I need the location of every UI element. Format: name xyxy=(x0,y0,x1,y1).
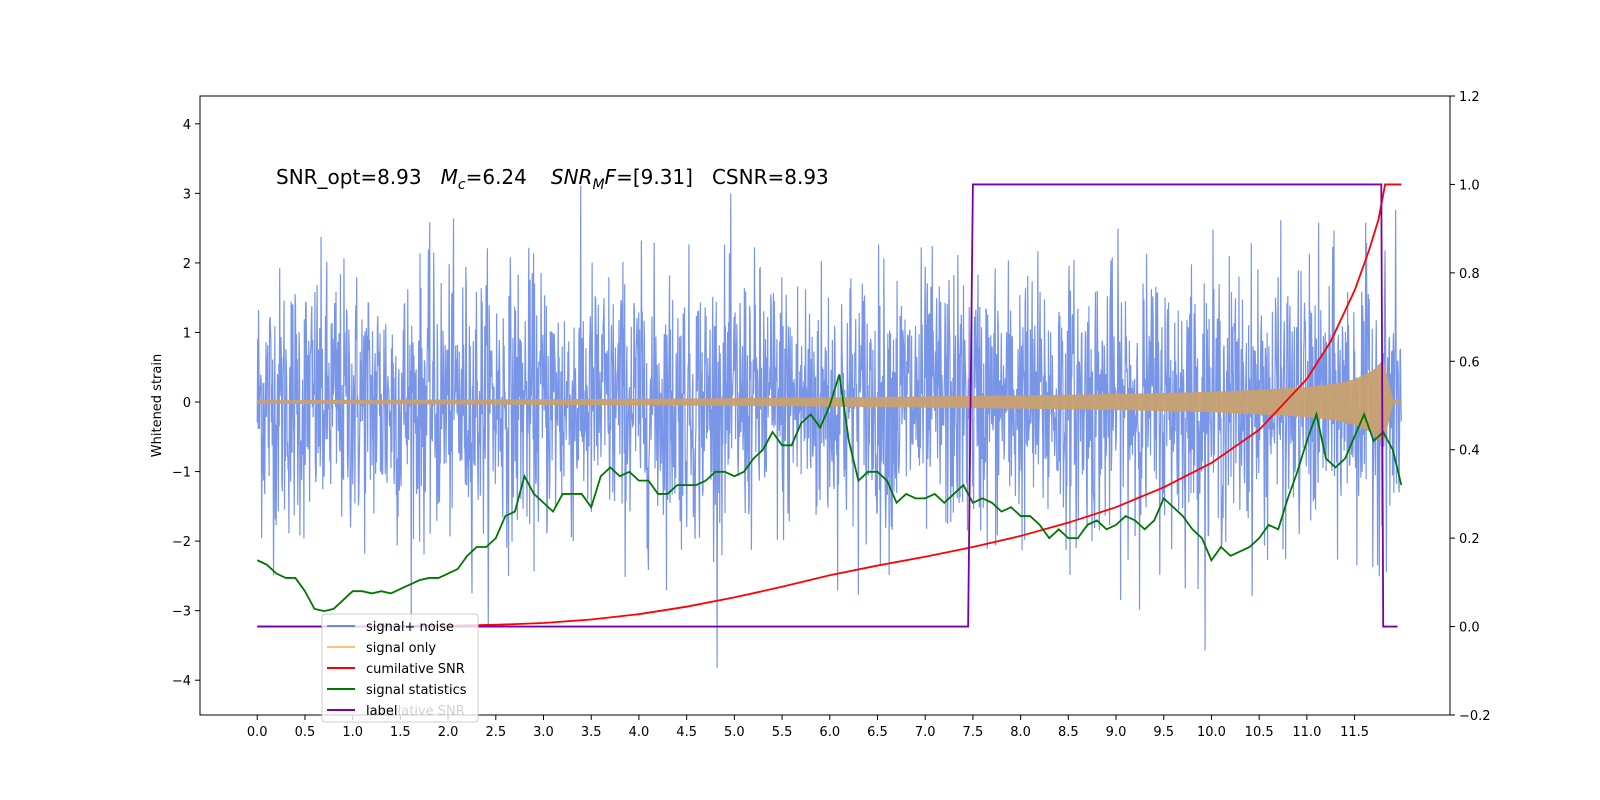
y-tick-label: 0 xyxy=(183,396,191,411)
x-tick-label: 1.5 xyxy=(390,725,411,740)
axes-frame xyxy=(199,95,1451,716)
x-tick-label: 11.0 xyxy=(1292,725,1321,740)
x-tick-label: 0.5 xyxy=(295,725,316,740)
x-tick-label: 5.0 xyxy=(724,725,745,740)
x-tick-label: 9.0 xyxy=(1106,725,1127,740)
mf-value: =[9.31] xyxy=(616,165,693,189)
legend-box xyxy=(321,613,479,723)
y2-tick-label: 0.4 xyxy=(1459,444,1480,459)
mf-symbol-2: F xyxy=(605,165,617,189)
x-tick-label: 6.5 xyxy=(867,725,888,740)
legend-label-noise: signal+ noise xyxy=(366,620,454,635)
y2-tick-label: −0.2 xyxy=(1459,709,1491,724)
legend-label-cumulative: cumilative SNR xyxy=(366,662,465,677)
y-tick-label: 4 xyxy=(183,118,191,133)
signal-only-series xyxy=(256,361,1402,443)
legend: signal+ noise signal only cumilative SNR… xyxy=(321,613,479,723)
legend-label-signal: signal only xyxy=(366,641,436,656)
y2-tick-label: 1.0 xyxy=(1459,178,1480,193)
x-tick-label: 10.0 xyxy=(1197,725,1226,740)
y-tick-label: 3 xyxy=(183,187,191,202)
y2-tick-label: 1.2 xyxy=(1459,90,1480,105)
x-tick-label: 5.5 xyxy=(772,725,793,740)
x-tick-label: 0.0 xyxy=(247,725,268,740)
y-axis-right: 1.2 1.0 0.8 0.6 0.4 0.2 0.0 −0.2 xyxy=(1450,90,1491,724)
mc-symbol: M xyxy=(441,165,458,189)
snr-opt-text: SNR_opt=8.93 xyxy=(276,165,422,189)
cumulative-snr-line xyxy=(257,183,1402,628)
y-tick-label: −3 xyxy=(172,605,191,620)
y2-tick-label: 0.0 xyxy=(1459,621,1480,636)
x-axis: 0.0 0.5 1.0 1.5 2.0 2.5 3.0 3.5 4.0 4.5 5.0 5.5 6.0 6… xyxy=(247,715,1369,740)
x-tick-label: 7.5 xyxy=(963,725,984,740)
mc-value: =6.24 xyxy=(466,165,527,189)
x-tick-label: 2.0 xyxy=(438,725,459,740)
x-tick-label: 4.0 xyxy=(629,725,650,740)
mf-symbol: SNR xyxy=(551,165,593,189)
y-tick-label: 1 xyxy=(183,326,191,341)
x-tick-label: 8.5 xyxy=(1058,725,1079,740)
x-tick-label: 3.0 xyxy=(533,725,554,740)
x-tick-label: 7.0 xyxy=(915,725,936,740)
signal-statistics-line xyxy=(256,374,1403,613)
y2-tick-label: 0.8 xyxy=(1459,267,1480,282)
signal-only-envelope xyxy=(256,361,1402,443)
x-tick-label: 3.5 xyxy=(581,725,602,740)
plot-area xyxy=(256,183,1403,668)
x-tick-label: 6.0 xyxy=(819,725,840,740)
snr-annotation: SNR_opt=8.93 Mc=6.24 SNRMF=[9.31] CSNR=8.93 xyxy=(276,165,829,193)
y-tick-label: −1 xyxy=(172,466,191,481)
label-line xyxy=(257,183,1398,628)
x-tick-label: 4.5 xyxy=(676,725,697,740)
mc-subscript: c xyxy=(458,177,466,193)
legend-ghost-label: cumilative SNR xyxy=(366,704,465,719)
y-axis-title: Whitened strain xyxy=(150,354,165,457)
y2-tick-label: 0.6 xyxy=(1459,355,1480,370)
y-tick-label: 2 xyxy=(183,257,191,272)
x-tick-label: 2.5 xyxy=(485,725,506,740)
signal-noise-series xyxy=(256,185,1402,668)
x-tick-label: 8.0 xyxy=(1010,725,1031,740)
y-tick-label: −4 xyxy=(172,674,191,689)
x-tick-label: 11.5 xyxy=(1340,725,1369,740)
mf-subscript: M xyxy=(592,177,604,193)
y-tick-label: −2 xyxy=(172,535,191,550)
right-axis-series xyxy=(256,183,1403,628)
signal-noise-line xyxy=(256,185,1402,668)
x-tick-label: 1.0 xyxy=(342,725,363,740)
y-axis-left: 4 3 2 1 0 −1 −2 −3 −4 xyxy=(172,118,200,689)
y2-tick-label: 0.2 xyxy=(1459,532,1480,547)
legend-label-statistics: signal statistics xyxy=(366,683,467,698)
csnr-text: CSNR=8.93 xyxy=(712,165,829,189)
x-tick-label: 9.5 xyxy=(1153,725,1174,740)
legend-label-label: label xyxy=(366,704,397,719)
x-tick-label: 10.5 xyxy=(1245,725,1274,740)
